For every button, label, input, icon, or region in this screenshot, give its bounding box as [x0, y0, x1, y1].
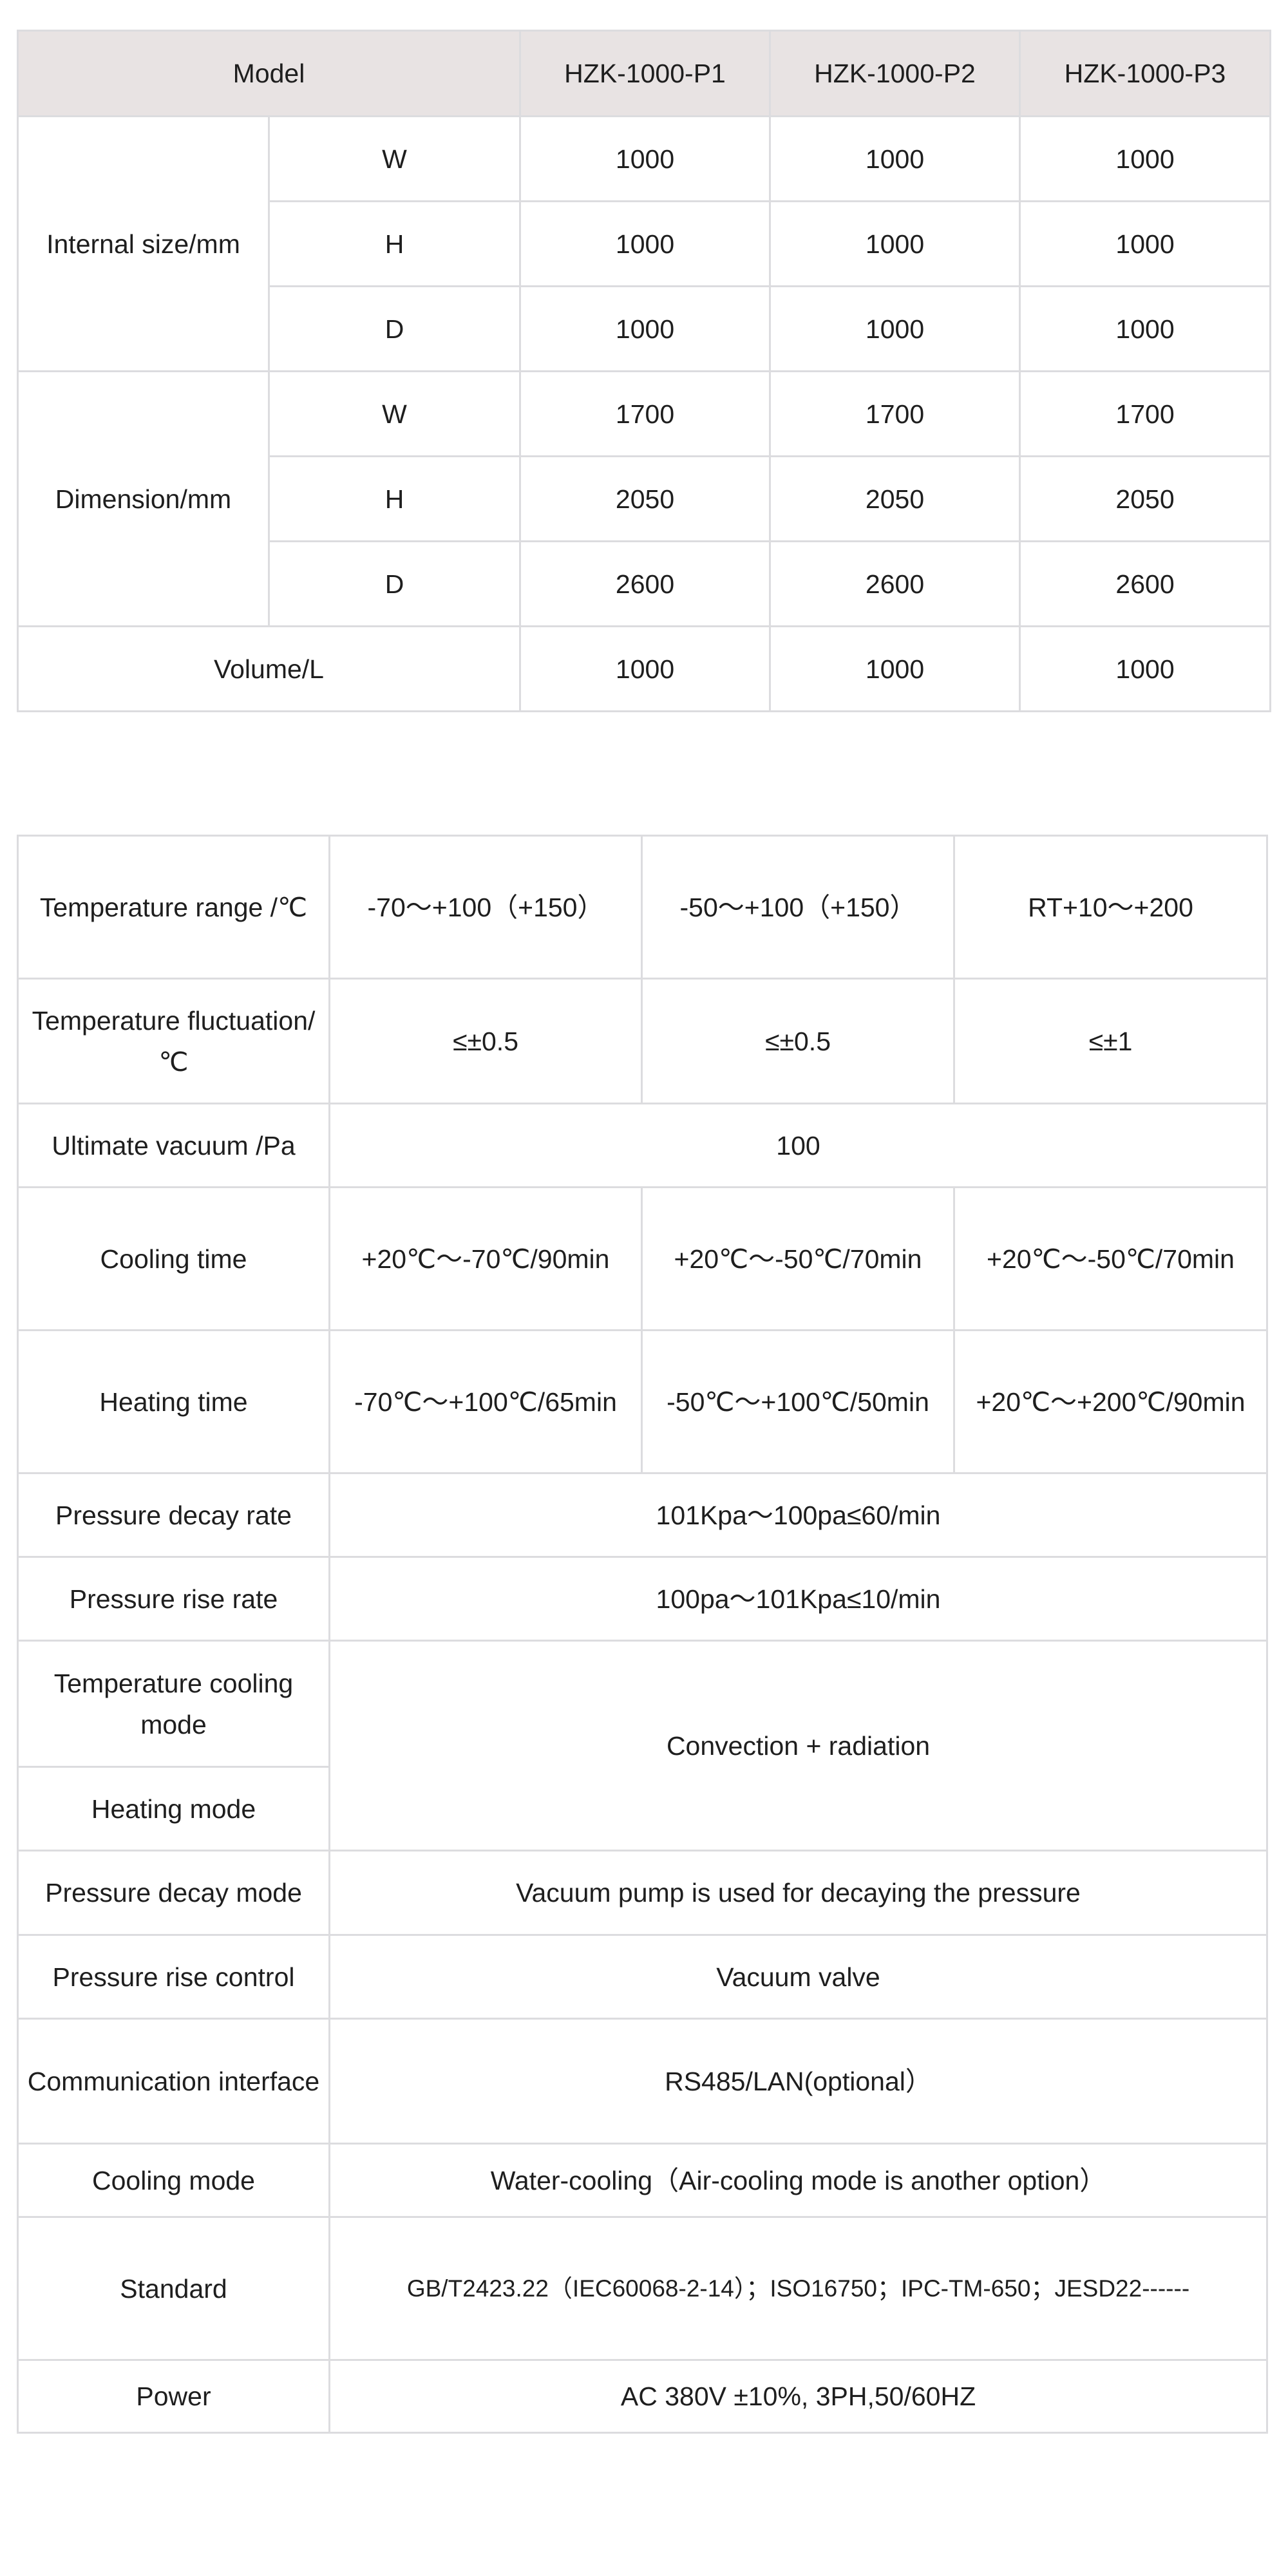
table-row: Internal size/mm W 1000 1000 1000 — [17, 115, 1272, 372]
cell: ≤±0.5 — [328, 978, 643, 1104]
row-label: Temperature cooling mode — [17, 1640, 330, 1768]
row-label: Pressure rise rate — [17, 1556, 330, 1642]
table-row: Temperature range /℃ -70～+100（+150） -50～… — [17, 835, 1268, 980]
cell: 1000 — [769, 115, 1021, 202]
cell: 1700 — [519, 370, 772, 457]
table-row: Temperature cooling mode Convection + ra… — [17, 1640, 1268, 1852]
cell: 1700 — [769, 370, 1021, 457]
table-row: Pressure decay rate 101Kpa～100pa≤60/min — [17, 1472, 1268, 1558]
table-row: Power AC 380V ±10%, 3PH,50/60HZ — [17, 2359, 1268, 2434]
cell: 2050 — [1019, 455, 1272, 542]
row-label: Pressure decay mode — [17, 1850, 330, 1936]
table-row: Cooling time +20℃～-70℃/90min +20℃～-50℃/7… — [17, 1186, 1268, 1331]
dim-label: H — [267, 200, 522, 287]
cell: -50℃～+100℃/50min — [641, 1329, 955, 1474]
dim-label: D — [267, 540, 522, 627]
cell: 2050 — [519, 455, 772, 542]
table-row: Temperature fluctuation/℃ ≤±0.5 ≤±0.5 ≤±… — [17, 978, 1268, 1104]
cell: 1000 — [1019, 200, 1272, 287]
row-label: Pressure rise control — [17, 1934, 330, 2020]
cell: 1000 — [769, 200, 1021, 287]
dim-label: W — [267, 115, 522, 202]
table-row: Volume/L 1000 1000 1000 — [16, 625, 1272, 712]
table-row: Pressure rise control Vacuum valve — [17, 1934, 1268, 2020]
cell: 1700 — [1019, 370, 1272, 457]
table-row: D 1000 1000 1000 — [18, 285, 1272, 372]
table-row: Dimension/mm W 1700 1700 1700 — [17, 370, 1272, 627]
row-label: Communication interface — [17, 2018, 330, 2145]
row-label: Standard — [17, 2216, 330, 2361]
cell: +20℃～-50℃/70min — [953, 1186, 1268, 1331]
row-label: Heating time — [17, 1329, 330, 1474]
table-row: Heating mode — [17, 1766, 1267, 1852]
cell: -70～+100（+150） — [328, 835, 643, 980]
row-label: Ultimate vacuum /Pa — [17, 1103, 330, 1188]
model-header-p1: HZK-1000-P1 — [519, 30, 772, 117]
cell: 1000 — [519, 285, 772, 372]
dimensions-table: Model HZK-1000-P1 HZK-1000-P2 HZK-1000-P… — [16, 30, 1272, 712]
cell: 1000 — [1019, 115, 1272, 202]
table-row: Communication interface RS485/LAN(option… — [17, 2018, 1268, 2145]
table-row: Heating time -70℃～+100℃/65min -50℃～+100℃… — [17, 1329, 1268, 1474]
table-row: Cooling mode Water-cooling（Air-cooling m… — [17, 2143, 1268, 2218]
table-row: Standard GB/T2423.22（IEC60068-2-14）；ISO1… — [17, 2216, 1268, 2361]
cell: 100pa～101Kpa≤10/min — [328, 1556, 1268, 1642]
table-row: Pressure decay mode Vacuum pump is used … — [17, 1850, 1268, 1936]
table-row: Ultimate vacuum /Pa 100 — [17, 1103, 1268, 1188]
cell: RS485/LAN(optional） — [328, 2018, 1268, 2145]
cell: ≤±0.5 — [641, 978, 955, 1104]
table-row: Pressure rise rate 100pa～101Kpa≤10/min — [17, 1556, 1268, 1642]
cell: Water-cooling（Air-cooling mode is anothe… — [328, 2143, 1268, 2218]
cell: 1000 — [1019, 625, 1272, 712]
cell: Vacuum pump is used for decaying the pre… — [328, 1850, 1268, 1936]
dim-label: H — [267, 455, 522, 542]
cell: RT+10～+200 — [953, 835, 1268, 980]
model-header-p2: HZK-1000-P2 — [769, 30, 1021, 117]
row-label: Heating mode — [17, 1766, 330, 1852]
volume-label: Volume/L — [16, 625, 522, 712]
cell: 2600 — [1019, 540, 1272, 627]
cell: -70℃～+100℃/65min — [328, 1329, 643, 1474]
cell: GB/T2423.22（IEC60068-2-14）；ISO16750；IPC-… — [328, 2216, 1268, 2361]
group-label: Internal size/mm — [17, 115, 270, 372]
cell: +20℃～+200℃/90min — [953, 1329, 1268, 1474]
cell: 1000 — [519, 115, 772, 202]
cell: 2050 — [769, 455, 1021, 542]
row-label: Pressure decay rate — [17, 1472, 330, 1558]
cell: 1000 — [519, 200, 772, 287]
cell: AC 380V ±10%, 3PH,50/60HZ — [328, 2359, 1268, 2434]
row-label: Temperature fluctuation/℃ — [17, 978, 330, 1104]
cell: 2600 — [519, 540, 772, 627]
dim-label: W — [267, 370, 522, 457]
cell: 2600 — [769, 540, 1021, 627]
cell: Vacuum valve — [328, 1934, 1268, 2020]
model-header-p3: HZK-1000-P3 — [1019, 30, 1272, 117]
group-label: Dimension/mm — [17, 370, 270, 627]
cell: 1000 — [519, 625, 772, 712]
cell: +20℃～-70℃/90min — [328, 1186, 643, 1331]
row-label: Cooling time — [17, 1186, 330, 1331]
dim-label: D — [267, 285, 522, 372]
cell: 1000 — [769, 285, 1021, 372]
row-label: Temperature range /℃ — [17, 835, 330, 980]
header-row: Model HZK-1000-P1 HZK-1000-P2 HZK-1000-P… — [16, 30, 1272, 117]
cell: 1000 — [1019, 285, 1272, 372]
cell: ≤±1 — [953, 978, 1268, 1104]
table-row: H 1000 1000 1000 — [18, 200, 1272, 287]
row-label: Power — [17, 2359, 330, 2434]
table-row: D 2600 2600 2600 — [18, 540, 1272, 627]
cell: 1000 — [769, 625, 1021, 712]
row-label: Cooling mode — [17, 2143, 330, 2218]
cell: 101Kpa～100pa≤60/min — [328, 1472, 1268, 1558]
cell: Convection + radiation — [328, 1640, 1268, 1852]
cell: 100 — [328, 1103, 1268, 1188]
model-header: Model — [16, 30, 522, 117]
specifications-table: Temperature range /℃ -70～+100（+150） -50～… — [17, 835, 1268, 2434]
table-row: H 2050 2050 2050 — [18, 455, 1272, 542]
cell: +20℃～-50℃/70min — [641, 1186, 955, 1331]
cell: -50～+100（+150） — [641, 835, 955, 980]
